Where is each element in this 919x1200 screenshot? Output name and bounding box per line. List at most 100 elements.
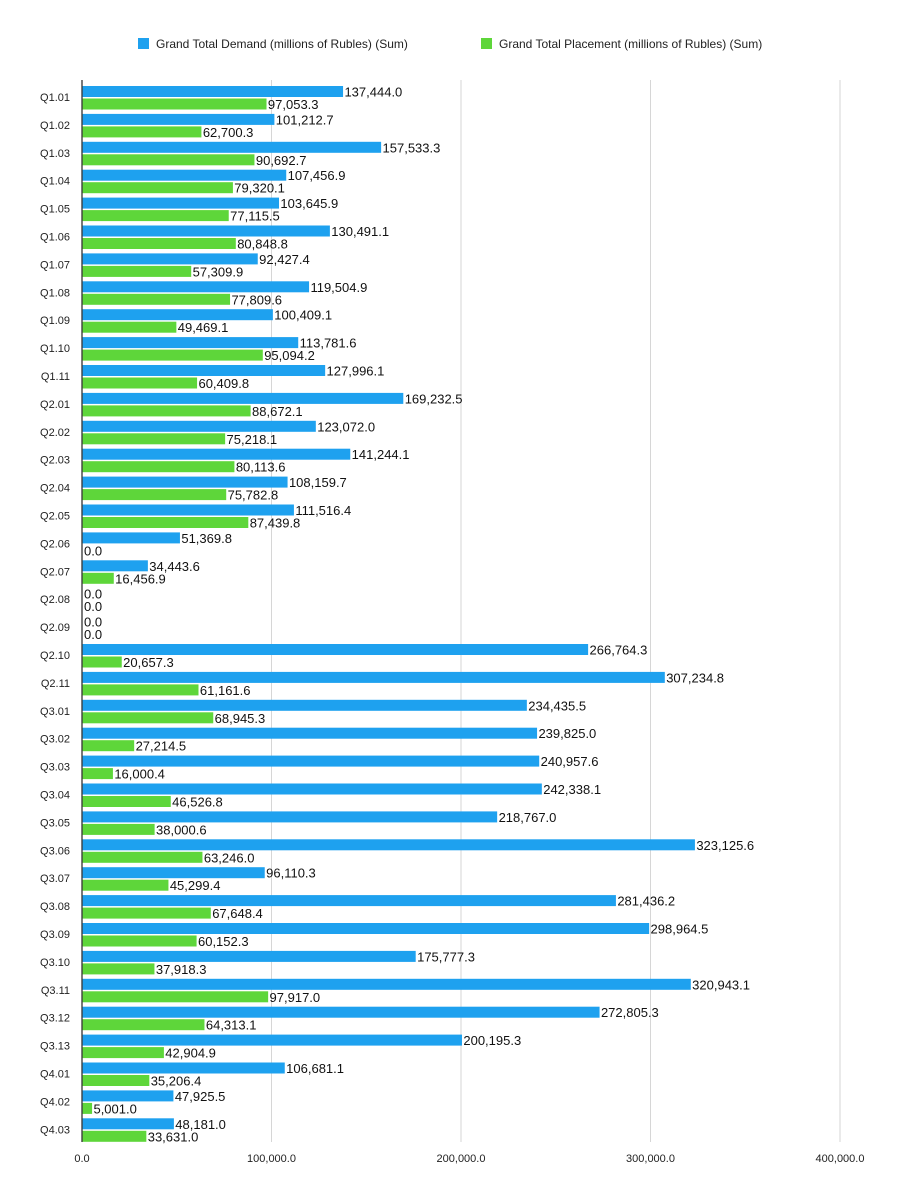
demand-bar [82,978,691,990]
demand-value-label: 92,427.4 [259,252,310,267]
placement-bar [82,935,197,947]
placement-bar [82,879,169,891]
placement-bar [82,517,249,528]
placement-value-label: 75,218.1 [227,432,278,447]
placement-value-label: 63,246.0 [204,850,255,865]
demand-bar [82,1090,174,1102]
demand-bar [82,1118,174,1130]
demand-bar [82,867,265,879]
placement-bar [82,182,233,194]
category-label: Q1.10 [40,343,70,355]
demand-bar [82,253,258,265]
category-label: Q3.05 [40,817,70,829]
placement-value-label: 0.0 [84,627,102,642]
demand-bar [82,392,404,404]
placement-bar [82,1130,147,1142]
placement-value-label: 60,152.3 [198,934,249,949]
demand-bar [82,197,280,209]
demand-value-label: 111,516.4 [295,503,351,518]
demand-value-label: 103,645.9 [280,196,338,211]
placement-bar [82,1047,164,1059]
category-label: Q3.03 [40,762,70,774]
demand-value-label: 119,504.9 [310,280,367,295]
placement-value-label: 46,526.8 [172,795,223,810]
bars [82,86,695,1142]
x-tick-label: 200,000.0 [437,1153,486,1165]
placement-bar [82,823,155,835]
category-label: Q3.04 [40,790,70,802]
category-label: Q4.02 [40,1096,70,1108]
demand-value-label: 108,159.7 [289,475,347,490]
placement-bar [82,796,171,807]
category-label: Q3.06 [40,845,70,857]
demand-bar [82,895,616,907]
legend-swatch-1 [138,38,149,49]
demand-bar [82,532,180,544]
category-label: Q1.02 [40,120,70,132]
demand-bar [82,699,527,711]
x-tick-label: 300,000.0 [626,1153,675,1165]
placement-value-label: 27,214.5 [136,739,187,754]
demand-value-label: 107,456.9 [288,168,346,183]
demand-bar [82,727,538,739]
placement-value-label: 80,848.8 [237,237,288,252]
demand-value-label: 106,681.1 [286,1061,344,1076]
demand-value-label: 266,764.3 [590,643,648,658]
placement-value-label: 88,672.1 [252,404,303,419]
demand-value-label: 157,533.3 [383,140,441,155]
demand-bar [82,225,330,237]
demand-bar [82,560,148,572]
category-label: Q3.10 [40,957,70,969]
demand-bar [82,113,275,125]
placement-bar [82,154,255,166]
category-label: Q3.09 [40,929,70,941]
demand-value-label: 130,491.1 [331,224,389,239]
placement-bar [82,98,267,110]
placement-value-label: 49,469.1 [178,320,229,335]
category-label: Q2.11 [41,678,70,690]
placement-bar [82,433,226,445]
placement-value-label: 16,000.4 [114,767,165,782]
demand-bar [82,950,416,962]
placement-bar [82,991,269,1003]
placement-value-label: 64,313.1 [206,1018,257,1033]
demand-value-label: 51,369.8 [181,531,232,546]
placement-bar [82,126,202,138]
category-label: Q2.10 [40,650,70,662]
x-tick-label: 0.0 [74,1153,89,1165]
placement-value-label: 60,409.8 [198,376,249,391]
placement-value-label: 67,648.4 [212,906,263,921]
category-label: Q4.01 [40,1069,70,1081]
demand-value-label: 298,964.5 [651,922,709,937]
category-label: Q1.01 [40,92,70,104]
demand-value-label: 101,212.7 [276,112,334,127]
demand-value-label: 239,825.0 [538,726,596,741]
placement-bar [82,712,214,724]
category-label: Q3.11 [41,985,70,997]
demand-bar [82,923,650,934]
placement-value-label: 87,439.8 [250,516,301,531]
demand-value-label: 218,767.0 [499,810,557,825]
category-label: Q2.04 [40,483,70,495]
placement-bar [82,963,155,975]
category-label: Q2.08 [40,594,70,606]
demand-bar [82,671,665,683]
legend-label-2: Grand Total Placement (millions of Ruble… [499,37,762,51]
demand-value-label: 175,777.3 [417,949,475,964]
grid-lines [271,80,841,1142]
demand-value-label: 48,181.0 [175,1117,226,1132]
placement-value-label: 77,115.5 [230,209,280,224]
x-tick-labels: 0.0 100,000.0 200,000.0 300,000.0 400,000.0 [74,1153,864,1165]
demand-bar [82,839,695,851]
demand-bar [82,337,299,349]
placement-value-label: 33,631.0 [148,1129,199,1144]
placement-bar [82,238,236,249]
demand-value-label: 169,232.5 [405,391,463,406]
placement-bar [82,572,114,584]
placement-value-label: 95,094.2 [264,348,315,363]
category-label: Q2.01 [40,399,70,411]
placement-value-label: 16,456.9 [115,571,166,586]
placement-value-label: 20,657.3 [123,655,174,670]
demand-value-label: 240,957.6 [541,754,599,769]
